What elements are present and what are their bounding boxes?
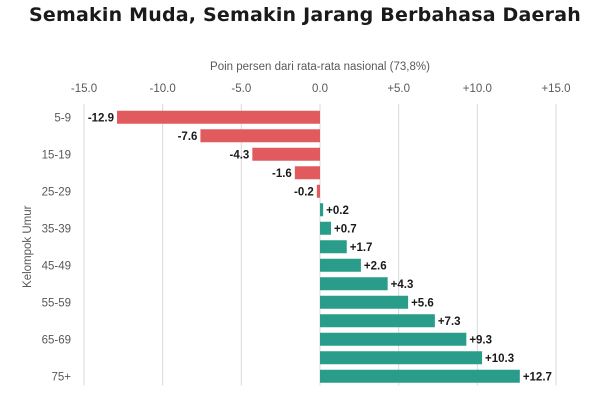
data-label: +5.6 (411, 297, 434, 309)
bar (320, 314, 435, 328)
y-tick-label: 65-69 (42, 334, 71, 346)
bar (320, 369, 520, 383)
data-label: +7.3 (438, 316, 461, 328)
x-tick-label: 0.0 (312, 83, 328, 95)
data-label: -4.3 (230, 149, 250, 161)
x-axis-title: Poin persen dari rata-rata nasional (73,… (210, 61, 430, 73)
bar (320, 277, 388, 291)
axis-ticks: -15.0 -10.0 -5.0 0.0 +5.0 +10.0 +15.0 5-9 15-19 2… (42, 83, 571, 383)
chart-title: Semakin Muda, Semakin Jarang Berbahasa D… (29, 4, 581, 26)
data-label: +1.7 (350, 242, 373, 254)
x-tick-label: +15.0 (541, 83, 570, 95)
x-tick-label: -5.0 (231, 83, 251, 95)
data-label: +2.6 (364, 260, 387, 272)
x-tick-label: -10.0 (150, 83, 176, 95)
data-labels: -12.9 -7.6 -4.3 -1.6-0.2 +0.2 +0.7 +1.7 +2.6 +4.… (88, 112, 552, 383)
data-label: +4.3 (391, 279, 414, 291)
x-tick-label: -15.0 (71, 83, 97, 95)
y-tick-label: 15-19 (42, 149, 71, 161)
bar (200, 129, 320, 143)
x-tick-label: +10.0 (463, 83, 492, 95)
data-label: -0.2 (294, 186, 314, 198)
y-tick-label: 75+ (51, 371, 71, 383)
y-tick-label: 45-49 (42, 260, 71, 272)
data-label: +10.3 (485, 353, 514, 365)
bar (320, 332, 467, 346)
bar (320, 240, 347, 254)
bars (117, 110, 520, 383)
data-label: +0.7 (334, 223, 357, 235)
bar (294, 166, 320, 180)
data-label: -1.6 (272, 168, 292, 180)
data-label: +0.2 (326, 205, 349, 217)
bar (320, 221, 332, 235)
bar (320, 351, 483, 365)
bar (320, 295, 409, 309)
bar (316, 184, 320, 198)
y-axis-title: Kelompok Umur (22, 205, 34, 288)
x-tick-label: +5.0 (387, 83, 410, 95)
data-label: +12.7 (523, 371, 552, 383)
bar (252, 147, 320, 161)
y-tick-label: 5-9 (54, 112, 71, 124)
data-label: +9.3 (469, 334, 492, 346)
y-tick-label: 35-39 (42, 223, 71, 235)
y-tick-label: 55-59 (42, 297, 71, 309)
data-label: -12.9 (88, 112, 114, 124)
bar (320, 258, 361, 272)
bar (117, 110, 320, 124)
data-label: -7.6 (178, 131, 198, 143)
y-tick-label: 25-29 (42, 186, 71, 198)
bar (320, 203, 324, 217)
